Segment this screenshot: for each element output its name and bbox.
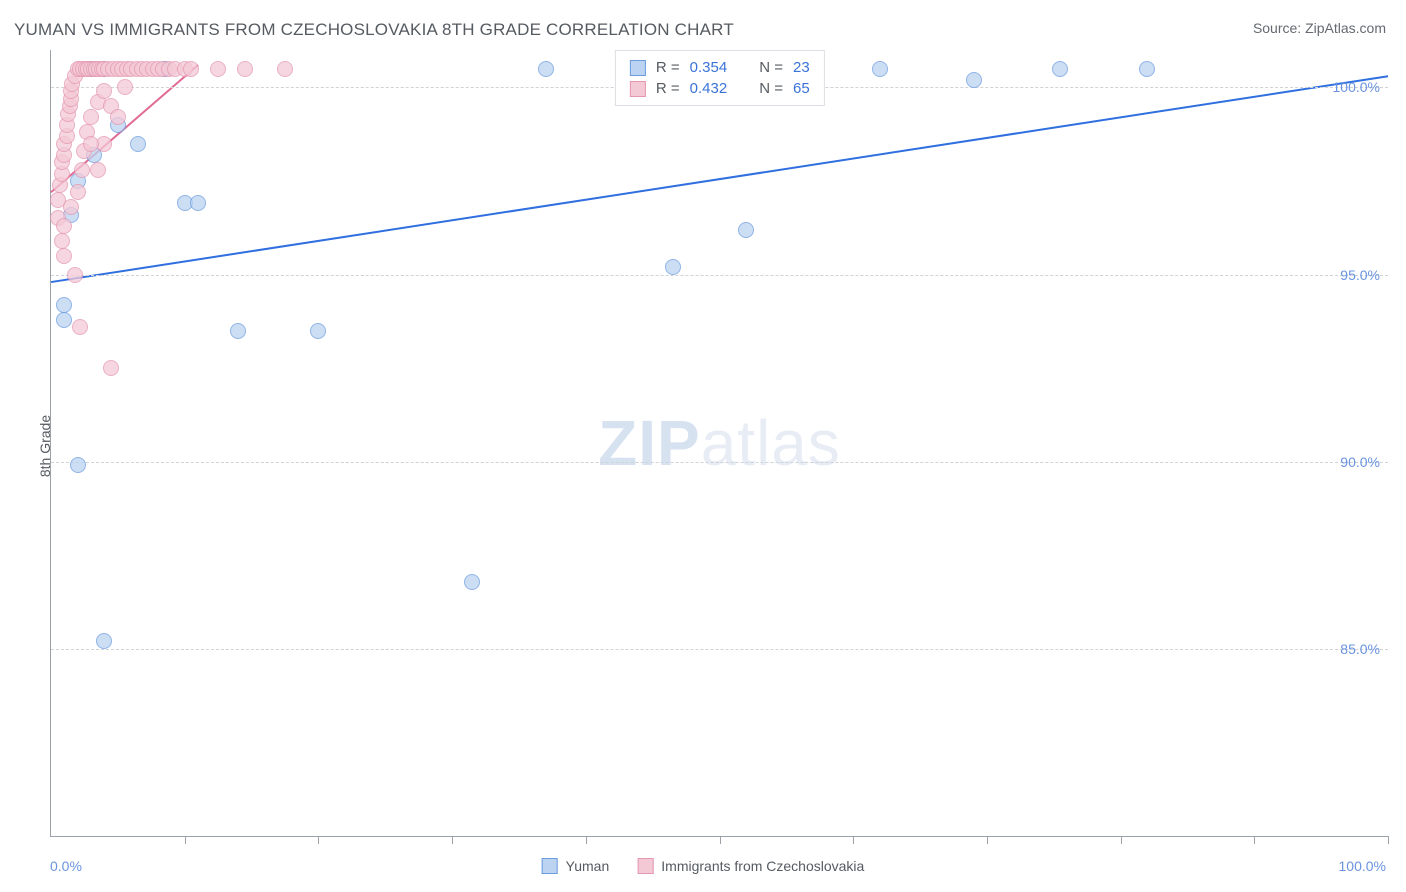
chart-title: YUMAN VS IMMIGRANTS FROM CZECHOSLOVAKIA … bbox=[14, 20, 734, 40]
data-point bbox=[190, 195, 206, 211]
r-label: R = bbox=[656, 59, 680, 76]
legend-swatch bbox=[637, 858, 653, 874]
y-tick-label: 85.0% bbox=[1340, 641, 1380, 657]
x-tick bbox=[1254, 836, 1255, 844]
gridline bbox=[51, 462, 1388, 463]
data-point bbox=[130, 136, 146, 152]
data-point bbox=[738, 222, 754, 238]
data-point bbox=[70, 457, 86, 473]
data-point bbox=[872, 61, 888, 77]
series-legend: Yuman Immigrants from Czechoslovakia bbox=[542, 858, 865, 874]
x-tick bbox=[1388, 836, 1389, 844]
data-point bbox=[56, 248, 72, 264]
data-point bbox=[1139, 61, 1155, 77]
watermark: ZIPatlas bbox=[598, 406, 841, 480]
data-point bbox=[117, 79, 133, 95]
data-point bbox=[96, 633, 112, 649]
x-axis-min-label: 0.0% bbox=[50, 858, 82, 874]
data-point bbox=[1052, 61, 1068, 77]
data-point bbox=[83, 136, 99, 152]
gridline bbox=[51, 649, 1388, 650]
data-point bbox=[665, 259, 681, 275]
gridline bbox=[51, 275, 1388, 276]
legend-row: R = 0.354 N = 23 bbox=[630, 57, 810, 78]
x-tick bbox=[452, 836, 453, 844]
y-tick-label: 90.0% bbox=[1340, 454, 1380, 470]
data-point bbox=[538, 61, 554, 77]
legend-item: Yuman bbox=[542, 858, 610, 874]
data-point bbox=[464, 574, 480, 590]
data-point bbox=[67, 267, 83, 283]
data-point bbox=[56, 297, 72, 313]
legend-swatch bbox=[630, 81, 646, 97]
legend-row: R = 0.432 N = 65 bbox=[630, 78, 810, 99]
data-point bbox=[237, 61, 253, 77]
data-point bbox=[310, 323, 326, 339]
plot-area: ZIPatlas 100.0% 95.0% 90.0% 85.0% bbox=[50, 50, 1388, 837]
source-attribution: Source: ZipAtlas.com bbox=[1253, 20, 1386, 36]
data-point bbox=[230, 323, 246, 339]
legend-label: Yuman bbox=[566, 858, 610, 874]
n-label: N = bbox=[759, 80, 783, 97]
r-value: 0.354 bbox=[690, 59, 728, 76]
data-point bbox=[183, 61, 199, 77]
r-value: 0.432 bbox=[690, 80, 728, 97]
x-tick bbox=[853, 836, 854, 844]
n-value: 65 bbox=[793, 80, 810, 97]
n-label: N = bbox=[759, 59, 783, 76]
data-point bbox=[96, 83, 112, 99]
data-point bbox=[103, 360, 119, 376]
x-axis-max-label: 100.0% bbox=[1339, 858, 1386, 874]
data-point bbox=[54, 233, 70, 249]
x-tick bbox=[720, 836, 721, 844]
x-tick bbox=[318, 836, 319, 844]
data-point bbox=[277, 61, 293, 77]
y-tick-label: 95.0% bbox=[1340, 267, 1380, 283]
legend-label: Immigrants from Czechoslovakia bbox=[661, 858, 864, 874]
data-point bbox=[56, 312, 72, 328]
x-tick bbox=[185, 836, 186, 844]
r-label: R = bbox=[656, 80, 680, 97]
y-tick-label: 100.0% bbox=[1333, 79, 1380, 95]
correlation-chart: YUMAN VS IMMIGRANTS FROM CZECHOSLOVAKIA … bbox=[0, 0, 1406, 892]
x-tick bbox=[586, 836, 587, 844]
data-point bbox=[83, 109, 99, 125]
data-point bbox=[966, 72, 982, 88]
n-value: 23 bbox=[793, 59, 810, 76]
x-tick bbox=[1121, 836, 1122, 844]
legend-swatch bbox=[630, 60, 646, 76]
correlation-info-legend: R = 0.354 N = 23 R = 0.432 N = 65 bbox=[615, 50, 825, 106]
x-tick bbox=[987, 836, 988, 844]
data-point bbox=[74, 162, 90, 178]
data-point bbox=[90, 162, 106, 178]
data-point bbox=[56, 218, 72, 234]
data-point bbox=[110, 109, 126, 125]
trend-lines-layer bbox=[51, 50, 1388, 836]
data-point bbox=[72, 319, 88, 335]
legend-item: Immigrants from Czechoslovakia bbox=[637, 858, 864, 874]
legend-swatch bbox=[542, 858, 558, 874]
data-point bbox=[210, 61, 226, 77]
data-point bbox=[70, 184, 86, 200]
data-point bbox=[63, 199, 79, 215]
trend-line bbox=[51, 76, 1388, 282]
